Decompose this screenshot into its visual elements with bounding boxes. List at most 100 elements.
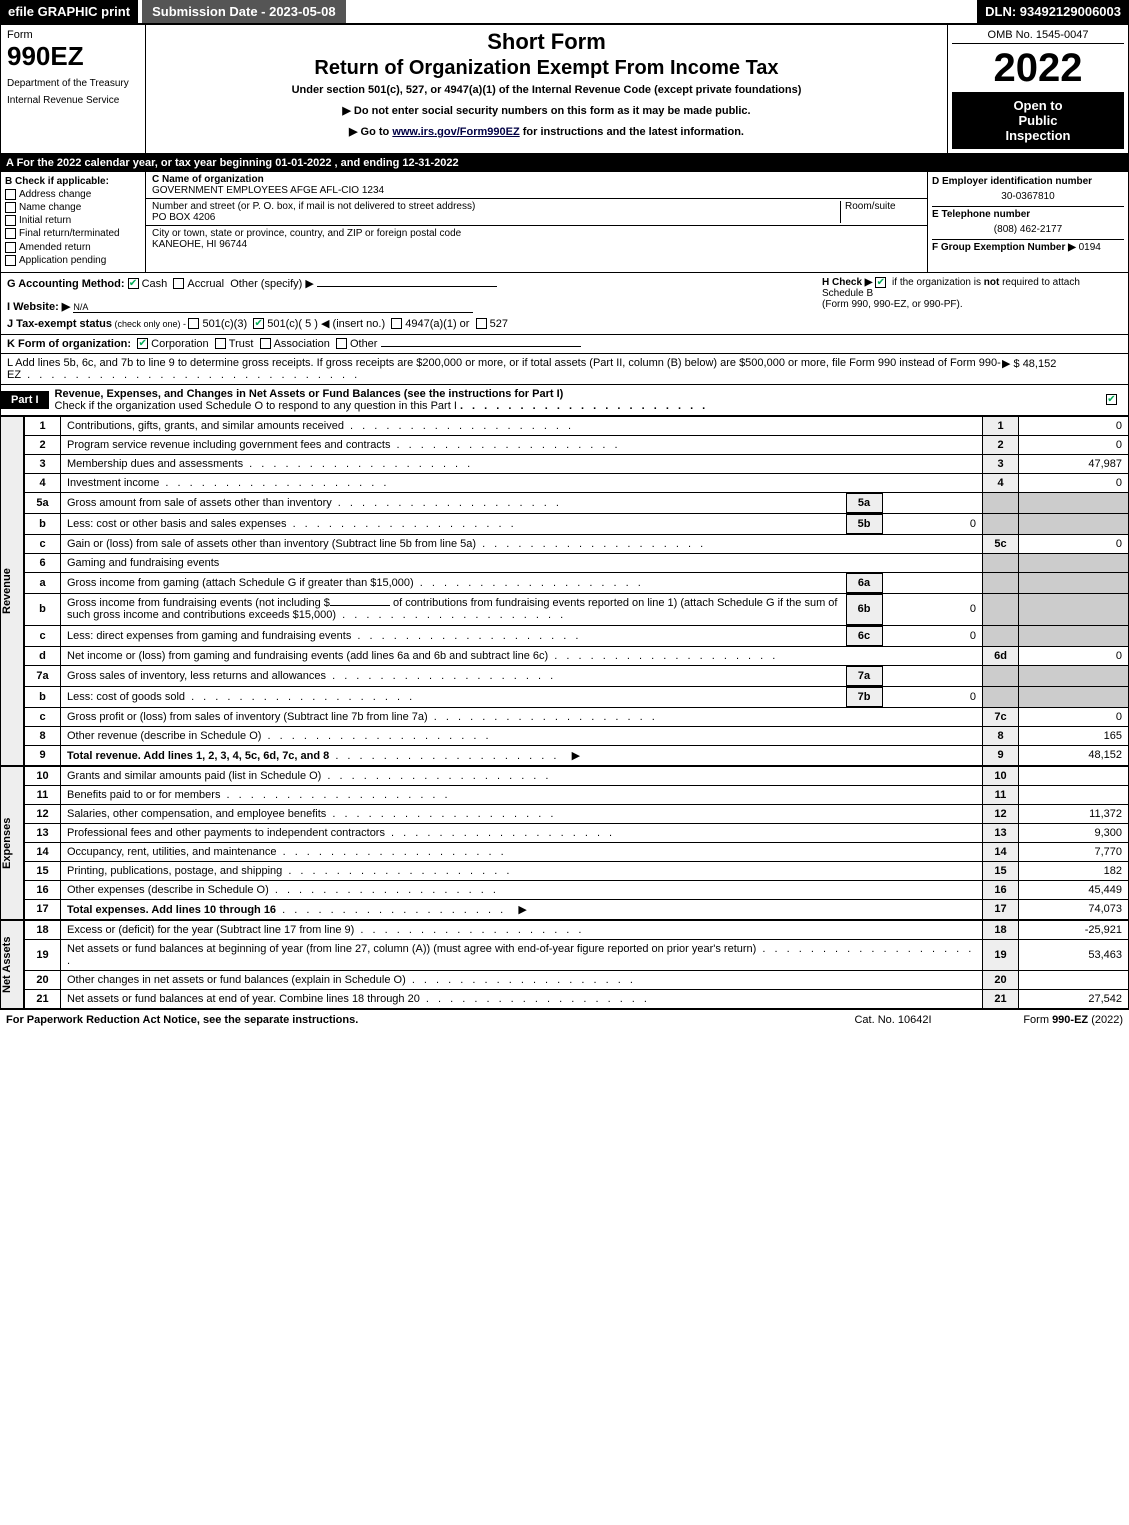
checkbox-501c3[interactable] — [188, 318, 199, 329]
line-amt-gray — [1019, 593, 1129, 625]
line-amt-gray — [1019, 665, 1129, 686]
b-opt-initial: Initial return — [5, 215, 141, 226]
ssn-notice: ▶ Do not enter social security numbers o… — [154, 104, 939, 117]
table-row: 2 Program service revenue including gove… — [25, 435, 1129, 454]
checkbox-pending[interactable] — [5, 255, 16, 266]
h-block: H Check ▶ if the organization is not req… — [822, 277, 1122, 330]
line-num: 13 — [25, 823, 61, 842]
footer-form-pre: Form — [1023, 1014, 1052, 1026]
header-right: OMB No. 1545-0047 2022 Open to Public In… — [948, 25, 1128, 153]
table-row: d Net income or (loss) from gaming and f… — [25, 646, 1129, 665]
line-col: 1 — [983, 416, 1019, 435]
grp-value: 0194 — [1079, 242, 1101, 253]
footer-paperwork: For Paperwork Reduction Act Notice, see … — [6, 1014, 823, 1026]
line-num: 14 — [25, 842, 61, 861]
checkbox-name-change[interactable] — [5, 202, 16, 213]
dln-label: DLN: 93492129006003 — [977, 0, 1129, 23]
line-sub-wrap: Gross sales of inventory, less returns a… — [61, 665, 983, 686]
return-title: Return of Organization Exempt From Incom… — [154, 57, 939, 80]
line-amt: 27,542 — [1019, 989, 1129, 1008]
b-name-label: Name change — [19, 202, 81, 213]
line-num: 8 — [25, 726, 61, 745]
line-amt: 0 — [1019, 416, 1129, 435]
j-501c: 501(c)( 5 ) ◀ (insert no.) — [267, 318, 385, 330]
checkbox-corp[interactable] — [137, 338, 148, 349]
checkbox-501c[interactable] — [253, 318, 264, 329]
line-text: Net income or (loss) from gaming and fun… — [61, 646, 983, 665]
k-other: Other — [350, 338, 378, 350]
line-col-gray — [983, 686, 1019, 707]
revenue-table: 1 Contributions, gifts, grants, and simi… — [24, 416, 1129, 766]
checkbox-4947[interactable] — [391, 318, 402, 329]
checkbox-cash[interactable] — [128, 278, 139, 289]
line-col: 10 — [983, 766, 1019, 785]
line-text: Less: cost or other basis and sales expe… — [61, 514, 846, 533]
open-to-public: Open to Public Inspection — [952, 92, 1124, 149]
checkbox-assoc[interactable] — [260, 338, 271, 349]
g-cash: Cash — [142, 278, 168, 290]
checkbox-trust[interactable] — [215, 338, 226, 349]
line-num: 21 — [25, 989, 61, 1008]
netassets-section: Net Assets 18 Excess or (deficit) for th… — [0, 920, 1129, 1009]
col-d: D Employer identification number 30-0367… — [928, 172, 1128, 272]
room-lbl: Room/suite — [845, 201, 921, 212]
sub-amt: 0 — [882, 514, 982, 533]
b-initial-label: Initial return — [19, 215, 71, 226]
irs-link[interactable]: www.irs.gov/Form990EZ — [392, 126, 519, 138]
org-name: GOVERNMENT EMPLOYEES AFGE AFL-CIO 1234 — [152, 185, 921, 196]
line-num: c — [25, 625, 61, 646]
j-sub: (check only one) - — [112, 319, 189, 329]
efile-print-button[interactable]: efile GRAPHIC print — [0, 0, 138, 23]
checkbox-final[interactable] — [5, 228, 16, 239]
section-bcd: B Check if applicable: Address change Na… — [0, 172, 1129, 273]
checkbox-accrual[interactable] — [173, 278, 184, 289]
line-text: Other changes in net assets or fund bala… — [61, 970, 983, 989]
line-text: Gross amount from sale of assets other t… — [61, 493, 846, 512]
sub-amt: 0 — [882, 626, 982, 645]
line-num: 20 — [25, 970, 61, 989]
line-text: Program service revenue including govern… — [61, 435, 983, 454]
top-bar: efile GRAPHIC print Submission Date - 20… — [0, 0, 1129, 24]
checkbox-initial[interactable] — [5, 215, 16, 226]
sub-amt — [882, 493, 982, 512]
b-final-label: Final return/terminated — [19, 229, 120, 240]
open-line3: Inspection — [958, 128, 1118, 143]
line-sub-wrap: Gross income from fundraising events (no… — [61, 593, 983, 625]
line-text: Contributions, gifts, grants, and simila… — [61, 416, 983, 435]
open-line1: Open to — [958, 98, 1118, 113]
j-4947: 4947(a)(1) or — [405, 318, 469, 330]
expenses-section: Expenses 10 Grants and similar amounts p… — [0, 766, 1129, 920]
part1-label: Part I — [1, 391, 49, 409]
line-amt-gray — [1019, 686, 1129, 707]
line-col: 4 — [983, 473, 1019, 492]
checkbox-address-change[interactable] — [5, 189, 16, 200]
org-street: PO BOX 4206 — [152, 212, 836, 223]
b-opt-amended: Amended return — [5, 242, 141, 253]
row-a-tax-year: A For the 2022 calendar year, or tax yea… — [0, 154, 1129, 172]
checkbox-part1-scho[interactable] — [1106, 394, 1117, 405]
line-sub-wrap: Less: cost of goods sold . . . . . . . .… — [61, 686, 983, 707]
checkbox-amended[interactable] — [5, 242, 16, 253]
goto-pre: ▶ Go to — [349, 126, 392, 138]
sub-col: 5a — [846, 493, 882, 512]
line-text: Total expenses. Add lines 10 through 16 … — [61, 899, 983, 919]
website-value: N/A — [73, 302, 473, 313]
line-sub-wrap: Gross income from gaming (attach Schedul… — [61, 572, 983, 593]
submission-date: Submission Date - 2023-05-08 — [142, 0, 346, 23]
l-dots: . . . . . . . . . . . . . . . . . . . . … — [21, 369, 360, 381]
part1-title: Revenue, Expenses, and Changes in Net As… — [55, 388, 564, 400]
checkbox-kother[interactable] — [336, 338, 347, 349]
line-text: Other revenue (describe in Schedule O) .… — [61, 726, 983, 745]
b-opt-name: Name change — [5, 202, 141, 213]
checkbox-527[interactable] — [476, 318, 487, 329]
g-lbl: G Accounting Method: — [7, 278, 125, 290]
line-num: 1 — [25, 416, 61, 435]
g-row: G Accounting Method: Cash Accrual Other … — [7, 277, 822, 290]
line-amt: 9,300 — [1019, 823, 1129, 842]
line-col: 11 — [983, 785, 1019, 804]
line-text: Salaries, other compensation, and employ… — [61, 804, 983, 823]
line-num: 19 — [25, 939, 61, 970]
footer-catno: Cat. No. 10642I — [823, 1014, 963, 1026]
line-text: Professional fees and other payments to … — [61, 823, 983, 842]
checkbox-h[interactable] — [875, 277, 886, 288]
